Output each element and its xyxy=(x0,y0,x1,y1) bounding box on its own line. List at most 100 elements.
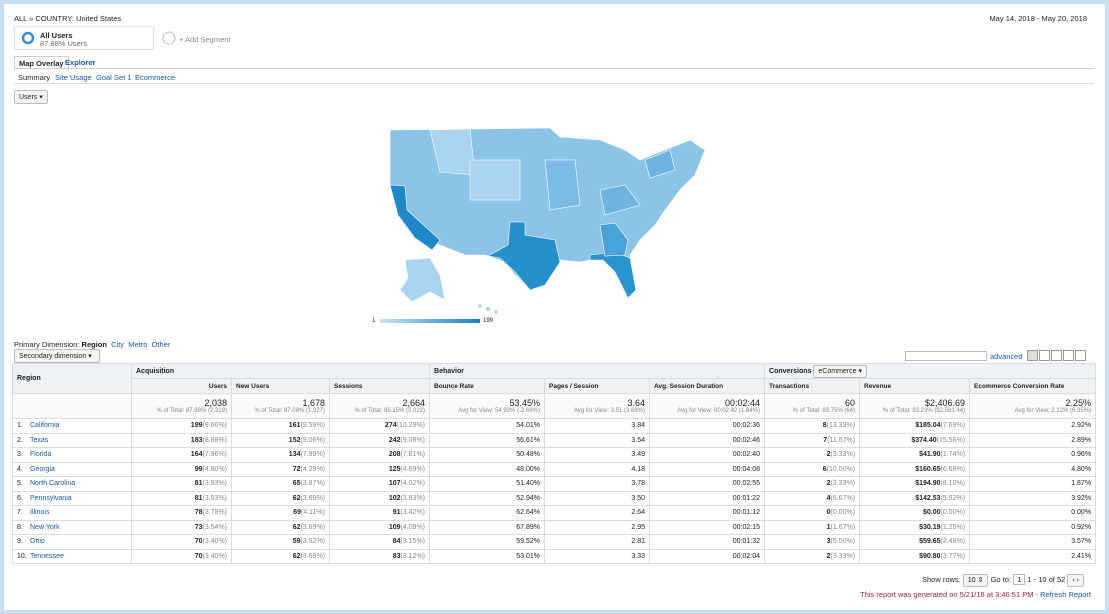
total-sub: % of Total: 88.15% (3,022) xyxy=(354,408,426,414)
total-value: 2,664 xyxy=(402,398,426,408)
region-link[interactable]: Pennsylvania xyxy=(30,494,72,502)
map-region xyxy=(599,184,641,216)
metric-value: $59.65 xyxy=(919,538,941,546)
dimension-option[interactable]: Other xyxy=(151,340,171,349)
column-header[interactable]: Sessions xyxy=(328,378,431,394)
dimension-active[interactable]: Region xyxy=(81,340,107,349)
page-nav[interactable]: ‹ › xyxy=(1067,574,1085,587)
metric-percent: (3.69%) xyxy=(300,552,325,560)
region-link[interactable]: Florida xyxy=(30,451,52,459)
metric-cell: 00:04:08 xyxy=(649,461,766,477)
metric-cell: 51.40% xyxy=(429,476,546,492)
total-sub: % of Total: 87.88% (2,319) xyxy=(156,408,227,414)
metric-cell: 69(4.11%) xyxy=(231,505,330,521)
metric-value: $90.80 xyxy=(919,552,941,560)
map-hi xyxy=(477,303,483,309)
map-hi xyxy=(485,306,491,312)
region-link[interactable]: North Carolina xyxy=(30,480,76,488)
add-segment[interactable]: + Add Segment xyxy=(179,35,231,44)
metric-cell: 109(4.09%) xyxy=(328,519,431,535)
metric-percent: (1.67%) xyxy=(830,523,856,531)
column-header[interactable]: New Users xyxy=(231,378,330,394)
total-cell: 00:02:44 Avg for View: 00:02:42 (1.64%) xyxy=(649,393,766,419)
metric-percent: (13.33%) xyxy=(826,422,856,430)
region-link[interactable]: Texas xyxy=(30,436,49,444)
metric-cell: 00:02:40 xyxy=(649,447,766,463)
view-icons[interactable] xyxy=(1027,350,1087,361)
row-number: 7. xyxy=(17,509,23,517)
tab-active[interactable]: Map Overlay xyxy=(14,56,69,70)
metric-value: 00:02:15 xyxy=(732,523,761,531)
column-header[interactable]: Revenue xyxy=(859,378,971,394)
metric-value: 3.78 xyxy=(631,480,646,488)
metric-percent: (7.96%) xyxy=(202,451,227,459)
dimension-option[interactable]: City xyxy=(111,340,125,349)
metric-percent: (3.69%) xyxy=(300,523,325,531)
metric-cell: 3.92% xyxy=(969,490,1097,506)
region-link[interactable]: Tennessee xyxy=(30,552,64,560)
metric-select[interactable]: Users ▾ xyxy=(14,90,48,104)
metric-percent: (5.00%) xyxy=(830,538,856,546)
column-header[interactable]: Users xyxy=(131,378,232,394)
tab[interactable]: Explorer xyxy=(65,58,96,67)
column-header[interactable]: Avg. Session Duration xyxy=(649,378,766,394)
breadcrumb[interactable]: ALL » COUNTRY: United States xyxy=(14,14,122,23)
advanced-link[interactable]: advanced xyxy=(990,352,1023,361)
metric-cell: 3.57% xyxy=(969,534,1097,550)
metric-cell: 0.92% xyxy=(969,519,1097,535)
group-header: Acquisition xyxy=(130,363,431,379)
metric-value: 0.96% xyxy=(1071,451,1092,459)
metric-cell: 3.50 xyxy=(544,490,651,506)
search-box[interactable] xyxy=(905,351,987,361)
metric-value: 0 xyxy=(826,509,831,517)
region-link[interactable]: California xyxy=(30,422,60,430)
group-header-row: Region Acquisition Behavior Conversions eCo… xyxy=(12,363,1097,394)
metric-value: 00:02:55 xyxy=(732,480,761,488)
metric-percent: (1.74%) xyxy=(940,451,966,459)
metric-value: 00:04:08 xyxy=(732,465,761,473)
show-rows-select[interactable]: 10 ⇕ xyxy=(962,574,989,587)
metric-value: 54.01% xyxy=(516,422,541,430)
metric-value: 4 xyxy=(826,494,831,502)
metric-value: 65 xyxy=(292,480,301,488)
dimension-option[interactable]: Metro xyxy=(128,340,148,349)
subtab[interactable]: Goal Set 1 xyxy=(96,73,132,82)
goto-input[interactable]: 1 xyxy=(1013,574,1026,585)
metric-value: 00:02:04 xyxy=(732,552,761,560)
metric-percent: (3.54%) xyxy=(202,523,227,531)
conversion-select[interactable]: eCommerce ▾ xyxy=(813,365,867,378)
metric-value: 3.54 xyxy=(631,436,646,444)
row-number: 3. xyxy=(17,451,23,459)
row-number: 8. xyxy=(17,523,23,531)
data-row: 1. California 199(9.66%) 161(9.59%) 274(10.2… xyxy=(12,418,1097,434)
metric-percent: (0.00%) xyxy=(830,509,856,517)
column-header[interactable]: Transactions xyxy=(764,378,861,394)
metric-cell: 6(10.00%) xyxy=(764,461,861,477)
region-link[interactable]: Georgia xyxy=(30,465,55,473)
column-header-row: Users New Users Sessions Bounce Rate Pages /… xyxy=(13,378,1097,394)
metric-percent: (3.93%) xyxy=(202,494,227,502)
metric-value: 2 xyxy=(826,480,831,488)
segment-card[interactable]: All Users 87.88% Users xyxy=(14,26,154,50)
metric-cell: 78(3.78%) xyxy=(131,505,232,521)
secondary-dimension[interactable]: Secondary dimension ▾ xyxy=(14,349,100,363)
column-header[interactable]: Pages / Session xyxy=(544,378,651,394)
region-link[interactable]: New York xyxy=(30,523,60,531)
region-link[interactable]: Illinois xyxy=(30,509,50,517)
column-header[interactable]: Bounce Rate xyxy=(429,378,546,394)
metric-cell: 2(3.33%) xyxy=(764,548,861,564)
column-header[interactable]: Ecommerce Conversion Rate xyxy=(969,378,1097,394)
map-fl xyxy=(589,251,637,299)
subtab[interactable]: Site Usage xyxy=(55,73,92,82)
metric-percent: (3.33%) xyxy=(830,451,856,459)
subtab-active[interactable]: Summary xyxy=(18,73,51,82)
subtab[interactable]: Ecommerce xyxy=(135,73,176,82)
date-range[interactable]: May 14, 2018 - May 20, 2018 xyxy=(989,14,1087,23)
metric-cell: 2.64 xyxy=(544,505,651,521)
region-cell: 1. California xyxy=(12,418,132,434)
metric-cell: 3.49 xyxy=(544,447,651,463)
region-link[interactable]: Ohio xyxy=(30,538,45,546)
row-number: 9. xyxy=(17,538,23,546)
refresh-link[interactable]: Refresh Report xyxy=(1040,590,1091,599)
map-region xyxy=(469,159,521,201)
